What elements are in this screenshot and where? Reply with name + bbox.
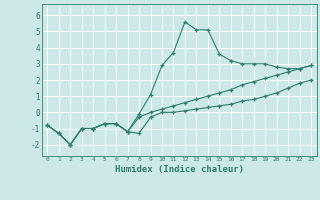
X-axis label: Humidex (Indice chaleur): Humidex (Indice chaleur)	[115, 165, 244, 174]
